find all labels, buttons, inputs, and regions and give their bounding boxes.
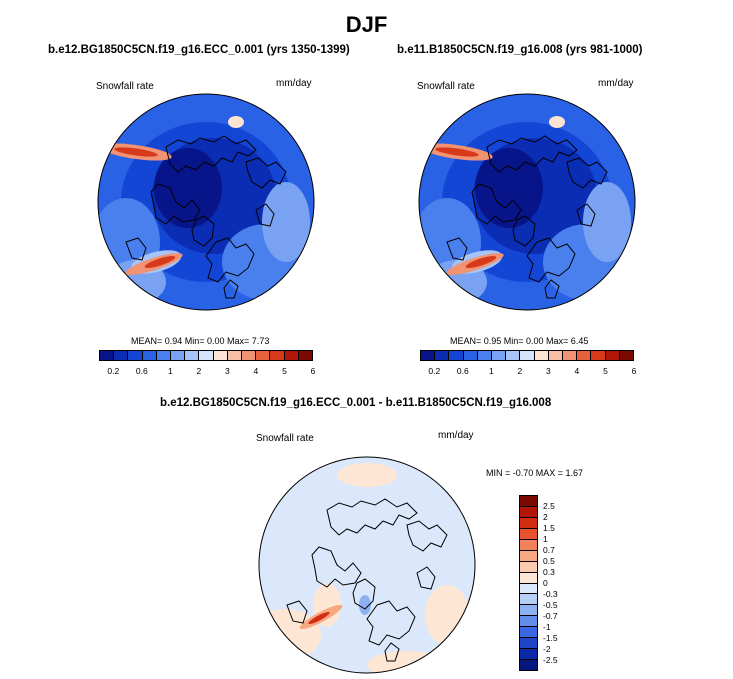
colorbar-swatch	[548, 351, 564, 360]
colorbar-swatch	[605, 351, 620, 360]
colorbar-tick-label: -1	[543, 622, 551, 632]
colorbar-swatch	[520, 572, 537, 584]
colorbar-swatch	[156, 351, 172, 360]
colorbar-tick-label: -2	[543, 644, 551, 654]
colorbar-swatch	[506, 351, 521, 360]
colorbar-swatch	[520, 496, 537, 507]
colorbar-swatch	[142, 351, 157, 360]
colorbar-swatch	[128, 351, 143, 360]
colorbar-swatch	[520, 561, 537, 573]
panel2-stats: MEAN= 0.95 Min= 0.00 Max= 6.45	[450, 336, 589, 346]
panel1-variable-label: Snowfall rate	[96, 81, 154, 92]
colorbar-swatch	[520, 517, 537, 529]
colorbar-tick-label: 6	[310, 366, 316, 376]
panel2-case-title: b.e11.B1850C5CN.f19_g16.008 (yrs 981-100…	[397, 44, 643, 56]
colorbar-swatch	[284, 351, 299, 360]
colorbar-swatch	[534, 351, 549, 360]
colorbar-tick-label: 3	[546, 366, 551, 376]
panel2-polar-map	[418, 93, 636, 311]
colorbar-swatch	[577, 351, 592, 360]
colorbar-swatch	[199, 351, 214, 360]
colorbar-tick-label: 0.7	[543, 545, 555, 555]
colorbar-tick-label: -1.5	[543, 633, 558, 643]
panel1-stats: MEAN= 0.94 Min= 0.00 Max= 7.73	[131, 336, 270, 346]
colorbar-swatch	[520, 638, 537, 650]
colorbar-swatch	[591, 351, 606, 360]
colorbar-tick-label: 1	[167, 366, 173, 376]
diff-units-label: mm/day	[438, 430, 474, 441]
panel2-variable-label: Snowfall rate	[417, 81, 475, 92]
colorbar-tick-label: 5	[282, 366, 287, 376]
panel1-case-title: b.e12.BG1850C5CN.f19_g16.ECC_0.001 (yrs …	[48, 44, 350, 56]
colorbar-tick-label: 0.6	[135, 366, 148, 376]
diff-title: b.e12.BG1850C5CN.f19_g16.ECC_0.001 - b.e…	[160, 397, 552, 409]
colorbar-tick-label: 0	[543, 578, 548, 588]
colorbar-tick-label: 4	[574, 366, 580, 376]
colorbar-tick-label: 1	[543, 534, 548, 544]
colorbar-tick-label: -2.5	[543, 655, 558, 665]
panel1-units-label: mm/day	[276, 78, 312, 89]
colorbar-swatch	[435, 351, 450, 360]
colorbar-swatch	[114, 351, 129, 360]
panel2-units-label: mm/day	[598, 78, 634, 89]
colorbar-tick-label: 0.3	[543, 567, 555, 577]
colorbar-swatch	[520, 616, 537, 628]
colorbar-swatch	[463, 351, 478, 360]
colorbar-tick-label: 1.5	[543, 523, 555, 533]
diff-colorbar	[519, 495, 538, 671]
colorbar-swatch	[520, 627, 537, 639]
colorbar-tick-label: 0.2	[107, 366, 120, 376]
colorbar-swatch	[171, 351, 186, 360]
colorbar-swatch	[492, 351, 507, 360]
colorbar-swatch	[520, 660, 537, 670]
colorbar-swatch	[520, 583, 537, 595]
panel1-colorbar-ticks: 0.2 0.6 1 2 3 4 5 6	[99, 366, 316, 378]
colorbar-tick-label: 0.2	[428, 366, 441, 376]
panel2-colorbar	[420, 350, 634, 361]
diff-stats: MIN = -0.70 MAX = 1.67	[486, 468, 584, 478]
colorbar-swatch	[213, 351, 228, 360]
diff-variable-label: Snowfall rate	[256, 433, 314, 444]
colorbar-tick-label: 6	[631, 366, 637, 376]
colorbar-swatch	[270, 351, 285, 360]
colorbar-swatch	[298, 351, 313, 360]
colorbar-swatch	[256, 351, 271, 360]
colorbar-swatch	[477, 351, 493, 360]
colorbar-swatch	[520, 605, 537, 617]
colorbar-swatch	[520, 539, 537, 551]
diff-polar-map	[258, 456, 476, 674]
colorbar-tick-label: 5	[603, 366, 608, 376]
colorbar-swatch	[242, 351, 257, 360]
colorbar-tick-label: -0.3	[543, 589, 558, 599]
diff-colorbar-ticks: 2.5 2 1.5 1 0.7 0.5 0.3 0 -0.3 -0.5 -0.7 -1 -1.5 -2 -2…	[543, 495, 573, 671]
colorbar-tick-label: 3	[225, 366, 230, 376]
colorbar-swatch	[520, 550, 537, 562]
panel2-colorbar-ticks: 0.2 0.6 1 2 3 4 5 6	[420, 366, 637, 378]
colorbar-tick-label: 1	[488, 366, 494, 376]
colorbar-tick-label: 4	[253, 366, 259, 376]
colorbar-swatch	[421, 351, 436, 360]
colorbar-swatch	[520, 506, 537, 518]
panel1-polar-map	[97, 93, 315, 311]
panel1-colorbar	[99, 350, 313, 361]
colorbar-tick-label: 2	[196, 366, 202, 376]
colorbar-swatch	[520, 528, 537, 540]
colorbar-swatch	[100, 351, 115, 360]
colorbar-tick-label: 0.5	[543, 556, 555, 566]
colorbar-swatch	[449, 351, 464, 360]
figure-title: DJF	[345, 12, 388, 37]
colorbar-swatch	[520, 649, 537, 661]
colorbar-swatch	[185, 351, 200, 360]
colorbar-swatch	[619, 351, 634, 360]
colorbar-swatch	[520, 594, 537, 606]
colorbar-tick-label: 2	[543, 512, 548, 522]
colorbar-swatch	[563, 351, 578, 360]
colorbar-swatch	[520, 351, 535, 360]
colorbar-tick-label: -0.5	[543, 600, 558, 610]
colorbar-swatch	[227, 351, 243, 360]
colorbar-tick-label: 2	[517, 366, 523, 376]
colorbar-tick-label: 2.5	[543, 501, 555, 511]
colorbar-tick-label: -0.7	[543, 611, 558, 621]
colorbar-tick-label: 0.6	[456, 366, 469, 376]
